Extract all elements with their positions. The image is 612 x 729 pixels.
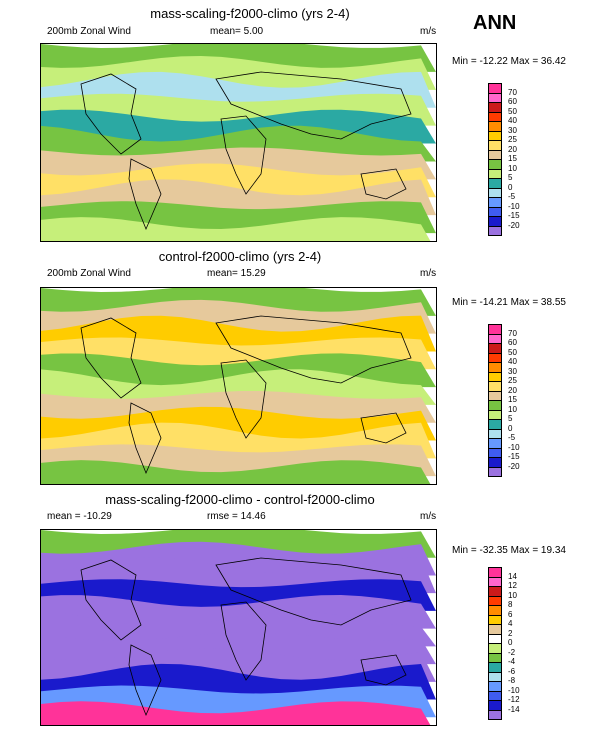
panel-2-variable-label: 200mb Zonal Wind [47,268,131,279]
panel-3-colorbar: 14 12 10 8 6 4 2 0 -2 -4 -6 -8 -10 -12 -14 [488,567,548,720]
panel-3-minmax: Min = -32.35 Max = 19.34 [452,545,566,556]
colorbar-label: -14 [508,704,520,714]
colorbar-label: 10 [508,404,517,414]
colorbar-label: 70 [508,328,517,338]
colorbar-swatch [488,466,502,477]
panel-2-colorbar: 70 60 50 40 30 25 20 15 10 5 0 -5 -10 -15 -20 [488,324,548,477]
panel-1-colorbar: 70 60 50 40 30 25 20 15 10 5 0 -5 -10 -15 -20 [488,83,548,236]
coastline [360,412,407,444]
colorbar-label: 70 [508,87,517,97]
colorbar-label: 20 [508,144,517,154]
colorbar-label: -4 [508,657,516,666]
colorbar-label: 30 [508,125,517,135]
coastline [360,168,407,200]
colorbar-label: -8 [508,676,516,685]
colorbar-label: 12 [508,581,517,590]
colorbar-label: 0 [508,423,513,433]
contour-band [41,217,431,241]
panel-1-mean-label: mean= 5.00 [210,26,264,37]
colorbar-label: -10 [508,201,520,211]
colorbar-label: -20 [508,220,520,230]
coastline [220,359,267,439]
colorbar-label: -12 [508,695,520,704]
contour-band [41,125,436,162]
panel-2-units-label: m/s [420,268,437,279]
panel-1-variable-label: 200mb Zonal Wind [47,26,131,37]
season-label: ANN [473,12,517,34]
colorbar-label: -15 [508,452,520,461]
colorbar-label: 60 [508,97,517,106]
coastline [215,71,412,140]
colorbar-label: 50 [508,106,517,116]
panel-1-map [40,43,437,242]
colorbar-label: 0 [508,638,513,647]
colorbar-label: 6 [508,609,513,619]
colorbar-swatch [488,225,502,236]
contour-band [41,701,431,725]
colorbar-label: 40 [508,116,517,125]
panel-2-contour-plot [41,288,436,484]
colorbar-label: 2 [508,628,513,638]
colorbar-label: 15 [508,154,517,163]
coastline [128,402,162,475]
colorbar-label: 25 [508,376,517,385]
coastline [80,73,142,155]
colorbar-label: 8 [508,600,513,609]
contour-band [41,369,436,405]
colorbar-label: -10 [508,442,520,452]
panel-2-map [40,287,437,485]
colorbar-label: -6 [508,666,516,676]
coastline [128,644,162,717]
coastline [220,601,267,681]
contour-band [41,460,431,484]
panel-3-rmse-label: rmse = 14.46 [207,511,266,522]
coastline [360,654,407,686]
colorbar-label: -2 [508,647,516,657]
panel-3-units-label: m/s [420,511,437,522]
colorbar-label: 0 [508,182,513,192]
colorbar-label: 14 [508,571,517,581]
colorbar-label: 25 [508,135,517,144]
colorbar-label: -5 [508,433,516,442]
coastline [128,158,162,231]
colorbar-label: -10 [508,685,520,695]
panel-1-units-label: m/s [420,26,437,37]
panel-2-mean-label: mean= 15.29 [207,268,266,279]
colorbar-label: -5 [508,192,516,201]
colorbar-label: 10 [508,590,517,600]
colorbar-label: 15 [508,395,517,404]
coastline [215,315,412,384]
colorbar-label: 5 [508,414,513,423]
contour-band [41,610,436,647]
colorbar-swatch [488,709,502,720]
coastline [215,557,412,626]
colorbar-label: 30 [508,366,517,376]
colorbar-label: 20 [508,385,517,395]
panel-1-minmax: Min = -12.22 Max = 36.42 [452,56,566,67]
colorbar-label: 40 [508,357,517,366]
colorbar-label: 4 [508,619,513,628]
panel-2-minmax: Min = -14.21 Max = 38.55 [452,297,566,308]
coastline [220,115,267,195]
coastline [80,317,142,399]
colorbar-label: -15 [508,211,520,220]
panel-3-contour-plot [41,530,436,725]
colorbar-label: 50 [508,347,517,357]
colorbar-label: 10 [508,163,517,173]
panel-1-title: mass-scaling-f2000-climo (yrs 2-4) [150,6,350,21]
colorbar-label: -20 [508,461,520,471]
panel-3-map [40,529,437,726]
panel-3-title: mass-scaling-f2000-climo - control-f2000… [105,492,375,507]
panel-3-mean-label: mean = -10.29 [47,511,112,522]
colorbar-label: 5 [508,173,513,182]
panel-1-contour-plot [41,44,436,241]
panel-2-title: control-f2000-climo (yrs 2-4) [158,249,322,264]
colorbar-label: 60 [508,338,517,347]
coastline [80,559,142,641]
